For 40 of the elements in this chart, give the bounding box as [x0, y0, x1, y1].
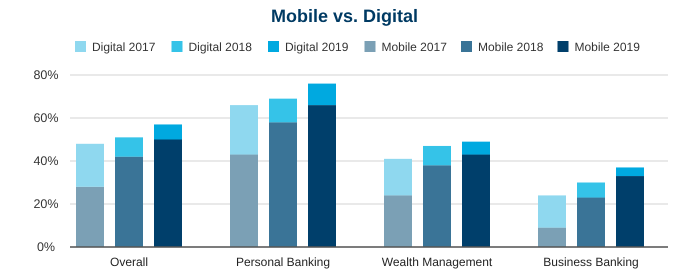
x-tick-label: Business Banking — [543, 255, 639, 269]
bar — [423, 146, 451, 166]
bar — [384, 158, 412, 196]
x-tick-label: Personal Banking — [236, 255, 330, 269]
legend-label: Mobile 2018 — [478, 40, 544, 54]
bar — [269, 122, 297, 247]
x-tick-label: Overall — [110, 255, 148, 269]
bar — [462, 154, 490, 247]
legend-label: Digital 2018 — [188, 40, 252, 54]
bar — [154, 124, 182, 140]
y-tick-label: 40% — [33, 154, 59, 168]
bar — [308, 84, 336, 106]
bar — [462, 142, 490, 155]
bar — [115, 156, 143, 247]
legend-label: Digital 2017 — [92, 40, 156, 54]
y-tick-label: 60% — [33, 111, 59, 125]
bar — [308, 105, 336, 247]
bar — [269, 98, 297, 122]
bar — [538, 228, 566, 247]
bar — [230, 105, 258, 155]
x-tick-label: Wealth Management — [382, 255, 493, 269]
bar — [115, 137, 143, 157]
legend-label: Mobile 2019 — [574, 40, 640, 54]
bar — [230, 154, 258, 247]
bar — [577, 198, 605, 247]
y-tick-label: 0% — [36, 240, 56, 254]
bar — [76, 144, 104, 187]
y-tick-label: 20% — [33, 197, 59, 211]
bar — [154, 140, 182, 247]
bar — [577, 182, 605, 198]
chart-title: Mobile vs. Digital — [270, 6, 418, 26]
legend-label: Digital 2019 — [285, 40, 349, 54]
bar — [384, 195, 412, 247]
bar — [616, 167, 644, 176]
bar — [538, 195, 566, 228]
y-tick-label: 80% — [33, 68, 59, 82]
legend-label: Mobile 2017 — [382, 40, 448, 54]
bar — [616, 176, 644, 247]
bar — [423, 165, 451, 247]
bar — [76, 186, 104, 247]
